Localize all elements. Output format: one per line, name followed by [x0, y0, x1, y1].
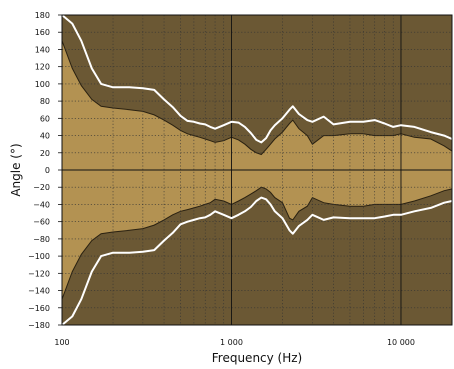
x-axis-title: Frequency (Hz) [212, 351, 303, 365]
x-tick-labels: 100 1 000 10 000 [54, 338, 415, 347]
y-tick-label: 60 [40, 114, 50, 123]
y-tick-label: −100 [28, 252, 50, 261]
y-tick-label: −160 [28, 304, 50, 313]
y-tick-label: −60 [33, 218, 50, 227]
y-tick-label: −120 [28, 269, 50, 278]
median-line-1 [61, 14, 453, 144]
y-tick-labels: 180 160 140 120 100 80 60 40 20 0 −20 −40 −60 −80 −100… [28, 11, 62, 330]
y-tick-label: 40 [40, 132, 50, 141]
y-tick-label: −140 [28, 287, 50, 296]
band-layer [61, 14, 453, 326]
y-tick-label: 20 [40, 149, 50, 158]
y-tick-label: −80 [33, 235, 50, 244]
median-line-2 [61, 196, 453, 326]
y-tick-label: 0 [45, 166, 50, 175]
y-axis-title: Angle (°) [9, 143, 23, 196]
x-tick-label: 10 000 [387, 338, 415, 347]
median-line-layer [61, 14, 453, 326]
y-tick-label: 180 [35, 11, 50, 20]
y-tick-label: 100 [35, 80, 50, 89]
y-tick-label: −180 [28, 321, 50, 330]
y-tick-label: −20 [33, 183, 50, 192]
y-tick-label: 80 [40, 97, 50, 106]
grid-layer [61, 14, 453, 326]
y-tick-label: 160 [35, 28, 50, 37]
y-tick-label: −40 [33, 200, 50, 209]
y-tick-label: 140 [35, 45, 50, 54]
x-tick-label: 1 000 [220, 338, 243, 347]
y-tick-label: 120 [35, 63, 50, 72]
x-tick-label: 100 [54, 338, 69, 347]
